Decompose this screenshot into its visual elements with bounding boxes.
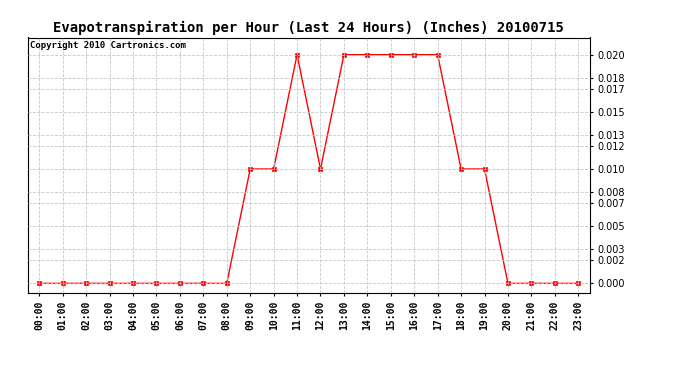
Text: Copyright 2010 Cartronics.com: Copyright 2010 Cartronics.com	[30, 41, 186, 50]
Title: Evapotranspiration per Hour (Last 24 Hours) (Inches) 20100715: Evapotranspiration per Hour (Last 24 Hou…	[53, 21, 564, 35]
